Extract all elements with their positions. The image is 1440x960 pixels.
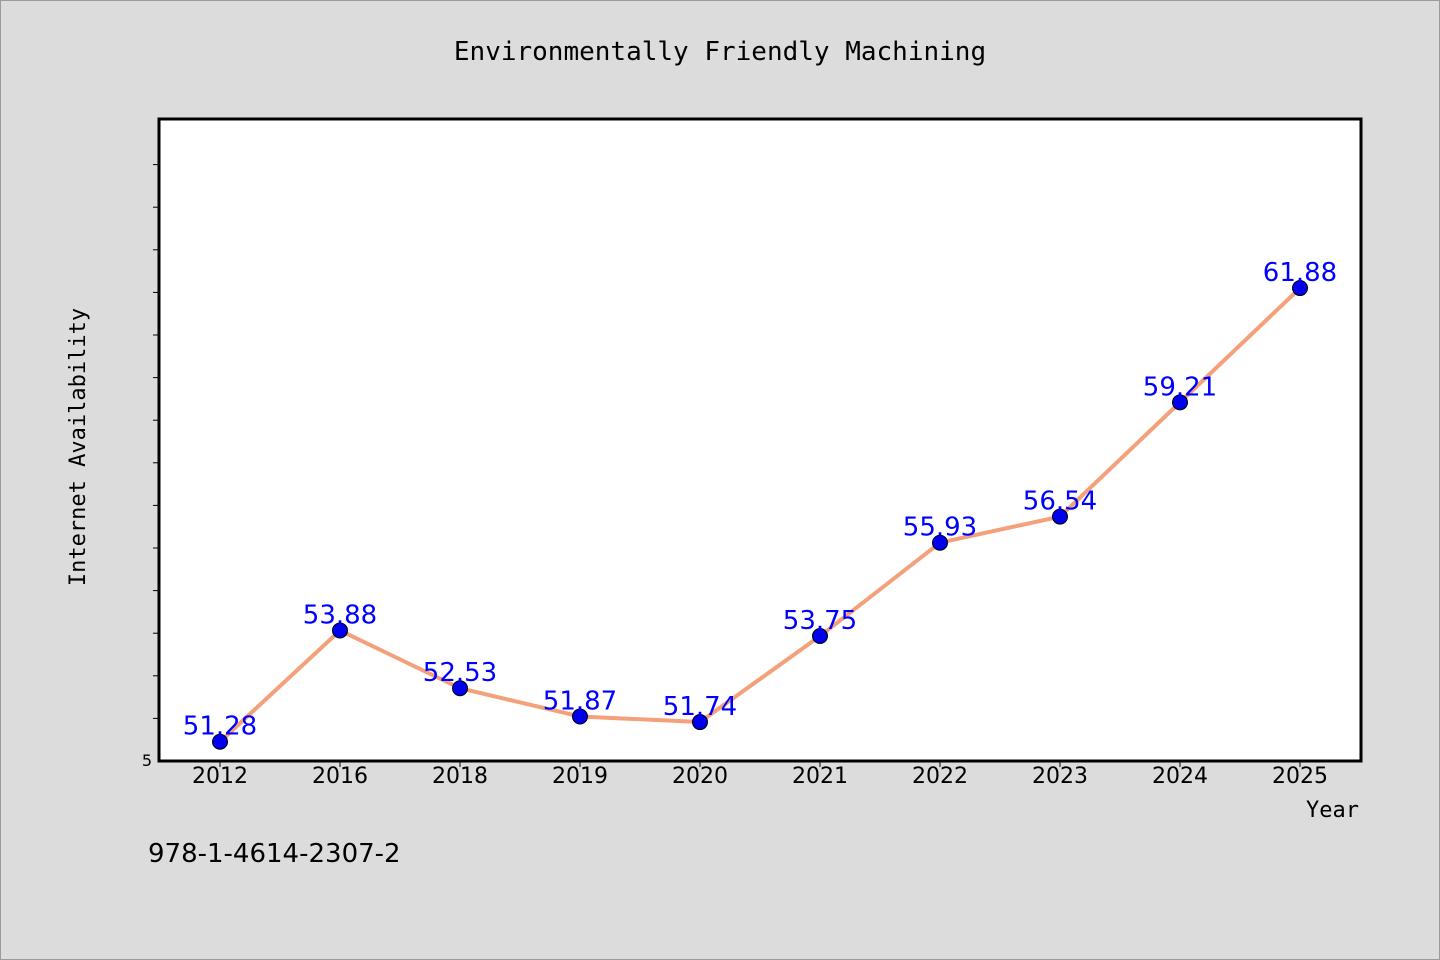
- chart-title: Environmentally Friendly Machining: [454, 37, 986, 67]
- y-axis-label: Internet Availability: [66, 308, 91, 586]
- data-label: 51.87: [543, 686, 617, 716]
- data-point: [692, 714, 708, 731]
- y-axis-ticks: [153, 164, 159, 719]
- data-label: 52.53: [423, 658, 497, 688]
- data-point: [332, 622, 348, 639]
- x-tick-label: 2021: [792, 764, 848, 789]
- data-point: [452, 680, 468, 697]
- series-line: [218, 286, 1302, 744]
- data-label: 61.88: [1263, 258, 1337, 288]
- data-label: 53.75: [783, 606, 857, 636]
- data-point: [1052, 508, 1068, 525]
- x-tick-label: 2016: [312, 764, 368, 789]
- x-tick-label: 2025: [1272, 764, 1328, 789]
- x-tick-label: 2018: [432, 764, 488, 789]
- data-point: [812, 628, 828, 645]
- data-point: [1292, 280, 1308, 297]
- x-tick-label: 2024: [1152, 764, 1208, 789]
- plot-area: [157, 117, 1363, 763]
- data-label: 51.28: [183, 712, 257, 742]
- series-layer: 51.28 53.88 52.53 51.87 51.74 53.75 55.93 56.54…: [183, 258, 1337, 750]
- x-tick-label: 2022: [912, 764, 968, 789]
- x-tick-label: 2023: [1032, 764, 1088, 789]
- data-label: 55.93: [903, 513, 977, 543]
- x-tick-label: 2020: [672, 764, 728, 789]
- data-point: [932, 534, 948, 551]
- data-point: [1172, 394, 1188, 411]
- data-label: 51.74: [663, 692, 737, 722]
- isbn-text: 978-1-4614-2307-2: [148, 839, 401, 869]
- data-point: [572, 708, 588, 725]
- data-point: [212, 733, 228, 750]
- y-tick-label: 5: [142, 751, 152, 770]
- x-axis-ticks: 2012 2016 2018 2019 2020 2021 2022 2023 2024 2025: [192, 761, 1328, 789]
- x-axis-label: Year: [1306, 798, 1359, 823]
- x-tick-label: 2019: [552, 764, 608, 789]
- data-label: 59.21: [1143, 372, 1217, 402]
- x-tick-label: 2012: [192, 764, 248, 789]
- data-label: 53.88: [303, 600, 377, 630]
- data-label: 56.54: [1023, 487, 1097, 517]
